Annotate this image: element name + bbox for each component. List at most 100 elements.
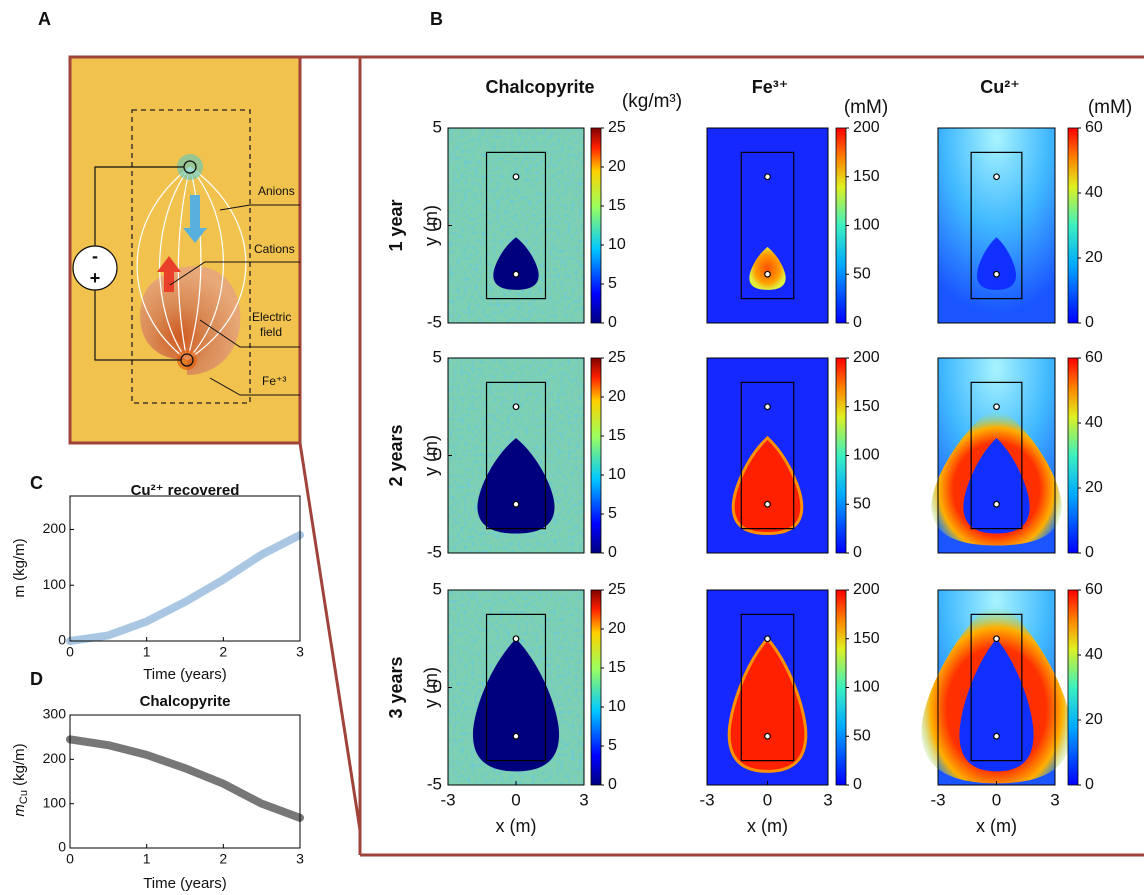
electrode <box>764 500 771 508</box>
copper-zone <box>959 638 1034 772</box>
x-tick-label: -3 <box>699 790 714 809</box>
line-series <box>66 531 304 645</box>
electrode-box <box>485 381 547 530</box>
iron-front <box>731 435 804 536</box>
panel-label: B <box>430 9 443 29</box>
x-tick-label: 3 <box>1050 790 1059 809</box>
axes-frame <box>706 357 829 554</box>
heatmap <box>706 127 829 324</box>
cation-arrow <box>157 256 181 292</box>
axes-frame <box>69 714 301 849</box>
electrode <box>993 732 1000 740</box>
diagram-label: field <box>260 325 282 339</box>
iron-front <box>749 246 786 290</box>
colorbar <box>1067 589 1079 786</box>
colorbar-tick-label: 20 <box>608 620 626 637</box>
field-lines <box>136 166 247 361</box>
electrode-box <box>970 151 1023 300</box>
iron-front <box>727 636 808 773</box>
colorbar-tick-label: 0 <box>608 776 617 793</box>
depleted-zone <box>472 638 560 772</box>
electrode-box <box>970 613 1023 762</box>
y-tick-label: 0 <box>58 632 66 648</box>
colorbar <box>590 357 602 554</box>
heatmap <box>921 589 1072 786</box>
colorbar-tick-label: 20 <box>1085 711 1103 728</box>
colorbar-tick-label: 60 <box>1085 349 1103 366</box>
electrode-box <box>740 381 795 530</box>
electrode <box>993 403 1000 411</box>
y-tick-label: 100 <box>43 576 67 592</box>
colorbar-tick-label: 50 <box>853 727 871 744</box>
electrode <box>764 270 771 278</box>
diagram: - + Anions Cations Electric field Fe⁺³ <box>68 55 302 445</box>
x-tick-label: -3 <box>440 790 455 809</box>
leaders <box>169 204 300 396</box>
y-axis-label: y (m) <box>421 435 441 476</box>
electrode <box>512 500 520 508</box>
wire <box>94 290 181 361</box>
y-tick-label: 200 <box>43 750 67 766</box>
y-tick-label: 0 <box>433 677 442 696</box>
heatmap <box>447 357 585 554</box>
wire <box>94 166 184 246</box>
colorbar-tick-label: 0 <box>853 544 862 561</box>
depleted-zone <box>477 437 555 534</box>
x-axis-label: Time (years) <box>143 666 227 683</box>
colorbar <box>835 589 847 786</box>
copper-zone <box>977 237 1016 290</box>
colorbar-tick-label: 15 <box>608 197 626 214</box>
y-tick-label: -5 <box>427 312 442 331</box>
electrode <box>512 732 520 740</box>
diagram-label: Fe⁺³ <box>262 374 286 388</box>
colorbar-tick-label: 50 <box>853 265 871 282</box>
x-tick-label: 3 <box>296 851 304 867</box>
panel-label: A <box>38 9 51 29</box>
electrode <box>993 173 1000 181</box>
electrode <box>993 270 1000 278</box>
colorbar-tick-label: 20 <box>1085 249 1103 266</box>
colorbar-tick-label: 0 <box>1085 314 1094 331</box>
colorbar-tick-label: 150 <box>853 398 880 415</box>
colorbar-tick-label: 200 <box>853 581 880 598</box>
diagram-label: Cations <box>254 242 295 256</box>
y-axis-label: y (m) <box>421 205 441 246</box>
colorbar-tick-label: 25 <box>608 349 626 366</box>
colorbar-tick-label: 15 <box>608 427 626 444</box>
anion-arrow <box>183 195 207 243</box>
y-tick-label: 5 <box>433 117 442 136</box>
heatmap-background <box>707 128 828 323</box>
y-tick-label: 0 <box>433 445 442 464</box>
y-tick-label: -5 <box>427 542 442 561</box>
y-tick-label: 200 <box>43 520 67 536</box>
colorbar-tick-label: 20 <box>608 158 626 175</box>
x-tick-label: 1 <box>143 851 151 867</box>
y-tick-label: 0 <box>433 215 442 234</box>
y-label-unit: (kg/m) <box>11 743 28 790</box>
electrode-box <box>970 381 1023 530</box>
electrode <box>512 270 520 278</box>
y-label-subscript: Cu <box>18 790 30 804</box>
colorbar <box>835 357 847 554</box>
electrode <box>512 173 520 181</box>
colorbar-tick-label: 10 <box>608 698 626 715</box>
colorbar-tick-label: 100 <box>853 447 880 464</box>
axes-frame <box>706 127 829 324</box>
dashed-box <box>131 109 251 404</box>
x-tick-label: 2 <box>219 851 227 867</box>
colorbar-tick-label: 100 <box>853 679 880 696</box>
electrode-box <box>485 151 547 300</box>
x-tick-label: 1 <box>143 644 151 660</box>
y-tick-label: 5 <box>433 347 442 366</box>
chart-title: Cu²⁺ recovered <box>131 482 240 499</box>
y-tick-label: 5 <box>433 579 442 598</box>
y-tick-label: 100 <box>43 794 67 810</box>
colorbar-tick-label: 0 <box>853 776 862 793</box>
x-axis-label: x (m) <box>976 816 1017 836</box>
colorbar-tick-label: 0 <box>853 314 862 331</box>
electrode-box <box>740 151 795 300</box>
row-label: 1 year <box>386 199 406 251</box>
colorbar <box>590 127 602 324</box>
